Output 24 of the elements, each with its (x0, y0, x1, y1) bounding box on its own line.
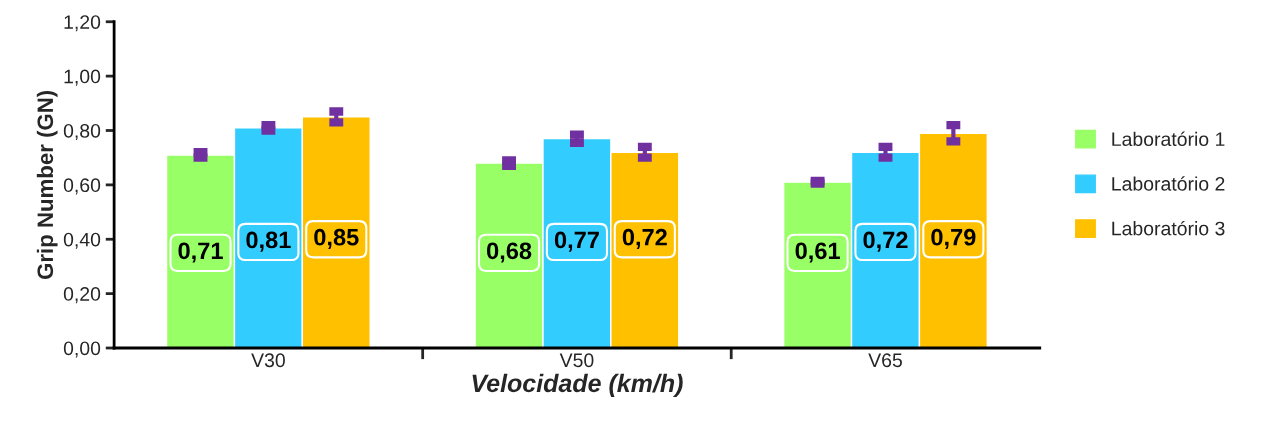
y-tick-label: 0,80 (63, 123, 101, 141)
y-tick-label: 0,60 (63, 178, 101, 195)
data-label: 0,72 (863, 231, 908, 252)
legend-label: Laboratório 1 (1112, 131, 1225, 147)
data-label: 0,61 (795, 242, 840, 263)
y-tick-label: 0,00 (63, 341, 101, 358)
y-tick-label: 1,00 (64, 69, 101, 86)
data-label: 0,79 (931, 228, 976, 250)
x-tick-label: V65 (868, 353, 902, 368)
legend-label: Laboratório 2 (1112, 176, 1225, 191)
data-label: 0,68 (487, 242, 532, 263)
legend-label: Laboratório 3 (1112, 220, 1225, 236)
data-label: 0,85 (314, 228, 359, 250)
x-tick-label: V50 (559, 353, 594, 368)
x-axis-title: Velocidade (km/h) (472, 373, 683, 398)
data-label: 0,72 (622, 228, 667, 250)
y-tick-label: 0,40 (63, 232, 101, 249)
x-tick-label: V30 (251, 353, 285, 368)
data-label: 0,77 (554, 231, 599, 252)
data-label: 0,81 (246, 231, 291, 252)
y-tick-label: 1,20 (64, 15, 101, 32)
y-tick-label: 0,20 (63, 287, 101, 304)
y-axis-title: Grip Number (GN) (36, 90, 58, 280)
data-label: 0,71 (178, 242, 223, 263)
